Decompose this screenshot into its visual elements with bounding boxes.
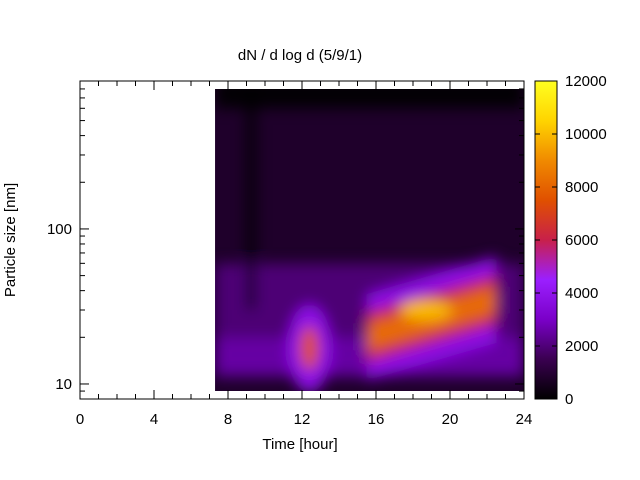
x-tick-label: 4 <box>150 411 158 428</box>
chart-title: dN / d log d (5/9/1) <box>238 47 362 64</box>
x-tick-label: 12 <box>294 411 311 428</box>
heatmap-band-peak <box>399 300 452 321</box>
colorbar-tick-label: 0 <box>565 391 573 408</box>
x-tick-label: 16 <box>368 411 385 428</box>
colorbar-tick-label: 6000 <box>565 232 598 249</box>
colorbar-tick-label: 8000 <box>565 179 598 196</box>
colorbar-ticks: 0 2000 4000 6000 8000 10000 12000 <box>535 73 607 408</box>
colorbar-tick-label: 2000 <box>565 338 598 355</box>
colorbar-tick-label: 4000 <box>565 285 598 302</box>
colorbar-tick-label: 10000 <box>565 126 607 143</box>
heatmap-dark-streak <box>246 89 256 311</box>
y-axis: 10 100 <box>47 80 524 400</box>
y-axis-label: Particle size [nm] <box>2 183 19 297</box>
x-tick-label: 0 <box>76 411 84 428</box>
heatmap-blob-core <box>300 326 319 371</box>
heatmap-area <box>215 89 525 391</box>
colorbar-tick-label: 12000 <box>565 73 607 90</box>
x-tick-label: 8 <box>224 411 232 428</box>
y-tick-label: 100 <box>47 221 72 238</box>
heatmap-dark-top <box>215 89 525 109</box>
x-tick-label: 20 <box>442 411 459 428</box>
x-axis-label: Time [hour] <box>262 436 337 453</box>
x-axis: 0 4 8 12 16 20 24 <box>76 81 533 428</box>
x-tick-label: 24 <box>516 411 533 428</box>
y-tick-label: 10 <box>55 376 72 393</box>
